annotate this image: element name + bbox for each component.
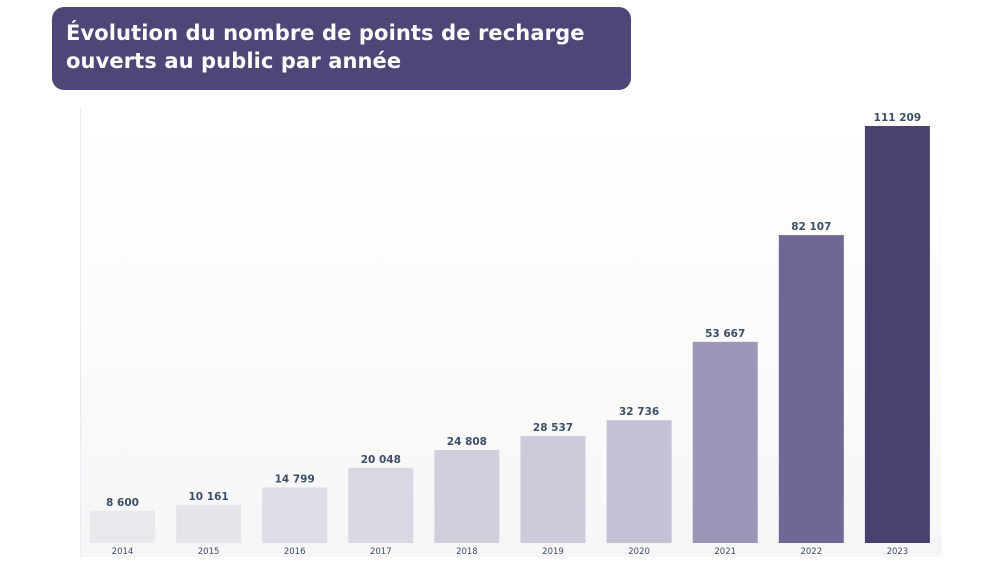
bar-2015 (176, 504, 242, 543)
x-tick-label-2023: 2023 (887, 547, 909, 557)
value-label-2023: 111 209 (874, 112, 922, 124)
title-banner: Évolution du nombre de points de recharg… (52, 7, 631, 90)
value-label-2021: 53 667 (705, 328, 745, 340)
bar-2023 (864, 126, 930, 543)
x-tick-label-2017: 2017 (370, 547, 392, 557)
x-tick-label-2015: 2015 (198, 547, 220, 557)
bar-2022 (778, 235, 844, 543)
x-tick-label-2020: 2020 (628, 547, 650, 557)
bar-2019 (520, 436, 586, 543)
value-label-2020: 32 736 (619, 406, 659, 418)
plot-left-edge (80, 107, 81, 557)
value-label-2019: 28 537 (533, 422, 573, 434)
bar-2017 (348, 467, 414, 543)
x-tick-label-2018: 2018 (456, 547, 478, 557)
value-label-2018: 24 808 (447, 436, 487, 448)
x-tick-label-2014: 2014 (112, 547, 134, 557)
x-tick-label-2019: 2019 (542, 547, 564, 557)
bar-2020 (606, 420, 672, 543)
value-label-2017: 20 048 (361, 454, 401, 466)
chart-title-line-1: Évolution du nombre de points de recharg… (66, 21, 585, 45)
value-label-2016: 14 799 (275, 474, 315, 486)
value-label-2022: 82 107 (791, 221, 831, 233)
x-tick-label-2016: 2016 (284, 547, 306, 557)
chart-title-line-2: ouverts au public par année (66, 49, 402, 73)
bar-2016 (262, 487, 328, 543)
bar-2014 (90, 510, 155, 543)
x-tick-label-2022: 2022 (800, 547, 822, 557)
bar-2021 (692, 341, 758, 543)
bar-2018 (434, 450, 500, 543)
value-label-2014: 8 600 (106, 497, 139, 509)
x-tick-label-2021: 2021 (714, 547, 736, 557)
value-label-2015: 10 161 (189, 491, 229, 503)
